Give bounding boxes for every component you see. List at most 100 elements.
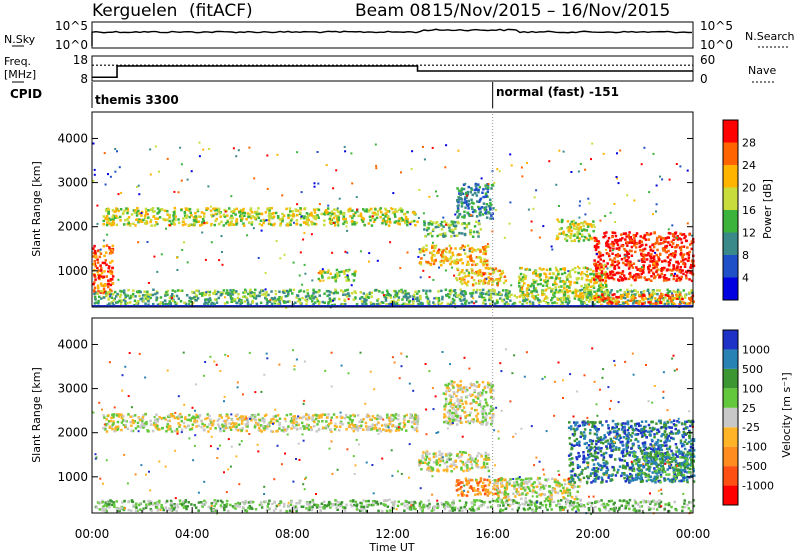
power-noise-cell (654, 252, 656, 254)
power-cell (674, 254, 677, 257)
power-noise-cell (608, 294, 610, 296)
velocity-cell (150, 502, 153, 505)
power-cell (613, 257, 616, 260)
power-cell (583, 267, 586, 270)
y-tick-label: 2000 (57, 220, 88, 234)
power-noise-cell (589, 202, 591, 204)
velocity-cell (120, 413, 123, 416)
power-cell (679, 253, 682, 256)
velocity-cell (349, 415, 352, 418)
power-cell (485, 192, 488, 195)
power-cell (214, 224, 217, 227)
power-cell (190, 300, 193, 303)
power-cell (434, 247, 437, 250)
power-noise-cell (150, 174, 152, 176)
power-cell (681, 298, 684, 301)
power-cell (280, 298, 283, 301)
power-cell (342, 213, 345, 216)
power-cell (144, 303, 147, 306)
power-cell (567, 302, 570, 305)
power-cell (93, 245, 96, 248)
power-cell (468, 302, 471, 305)
power-cell (292, 213, 295, 216)
power-cell (404, 303, 407, 306)
power-cell (109, 270, 112, 273)
power-cell (170, 303, 173, 306)
power-cell (524, 300, 527, 303)
velocity-cell (653, 508, 656, 511)
power-cell (686, 246, 689, 249)
power-cell (129, 297, 132, 300)
power-noise-cell (299, 275, 301, 277)
power-cell (108, 302, 111, 305)
power-cell (600, 266, 603, 269)
power-cell (273, 223, 276, 226)
power-cell (309, 297, 312, 300)
power-cell (486, 264, 489, 267)
power-cell (182, 221, 185, 224)
power-cell (463, 211, 466, 214)
power-cell (312, 292, 315, 295)
power-cell (525, 275, 528, 278)
power-cell (653, 277, 656, 280)
power-noise-cell (344, 251, 346, 253)
power-cell (647, 290, 650, 293)
power-cell (645, 244, 648, 247)
power-noise-cell (610, 212, 612, 214)
power-noise-cell (400, 171, 402, 173)
power-cell (346, 295, 349, 298)
power-cell (97, 261, 100, 264)
velocity-cell (319, 506, 322, 509)
power-cell (478, 282, 481, 285)
power-cell (313, 217, 316, 220)
power-cell (212, 208, 215, 211)
power-noise-cell (179, 147, 181, 149)
power-cell (617, 244, 620, 247)
power-noise-cell (173, 191, 175, 193)
power-cell (353, 215, 356, 218)
power-noise-cell (531, 221, 533, 223)
power-noise-cell (473, 302, 475, 304)
velocity-cell (270, 418, 273, 421)
power-cell (164, 210, 167, 213)
power-cell (370, 295, 373, 298)
power-cell (628, 267, 631, 270)
power-cell (144, 296, 147, 299)
power-cell (461, 223, 464, 226)
power-cell (527, 284, 530, 287)
power-cell (627, 293, 630, 296)
power-noise-cell (526, 162, 528, 164)
power-noise-cell (490, 298, 492, 300)
power-noise-cell (423, 212, 425, 214)
power-colorbar-swatch (723, 233, 738, 256)
power-cell (460, 299, 463, 302)
freq-right-tick-bottom: 0 (700, 72, 708, 86)
velocity-cell (208, 506, 211, 509)
velocity-cell (278, 424, 281, 427)
velocity-cell (345, 504, 348, 507)
velocity-cell (195, 425, 198, 428)
power-cell (388, 220, 391, 223)
power-cell (589, 291, 592, 294)
power-cell (445, 251, 448, 254)
power-noise-cell (584, 169, 586, 171)
power-noise-cell (607, 268, 609, 270)
power-cell (449, 290, 452, 293)
power-cell (333, 217, 336, 220)
power-cell (103, 270, 106, 273)
power-cell (535, 270, 538, 273)
power-noise-cell (346, 230, 348, 232)
velocity-cell (373, 428, 376, 431)
power-cell (669, 269, 672, 272)
velocity-cell (564, 506, 567, 509)
power-cell (461, 303, 464, 306)
power-cell (432, 301, 435, 304)
velocity-cell (588, 501, 591, 504)
velocity-cell (276, 430, 279, 433)
power-cell (599, 277, 602, 280)
power-cell (124, 219, 127, 222)
power-cell (685, 277, 688, 280)
power-cell (522, 296, 525, 299)
velocity-cell (372, 415, 375, 418)
velocity-cell (684, 499, 687, 502)
